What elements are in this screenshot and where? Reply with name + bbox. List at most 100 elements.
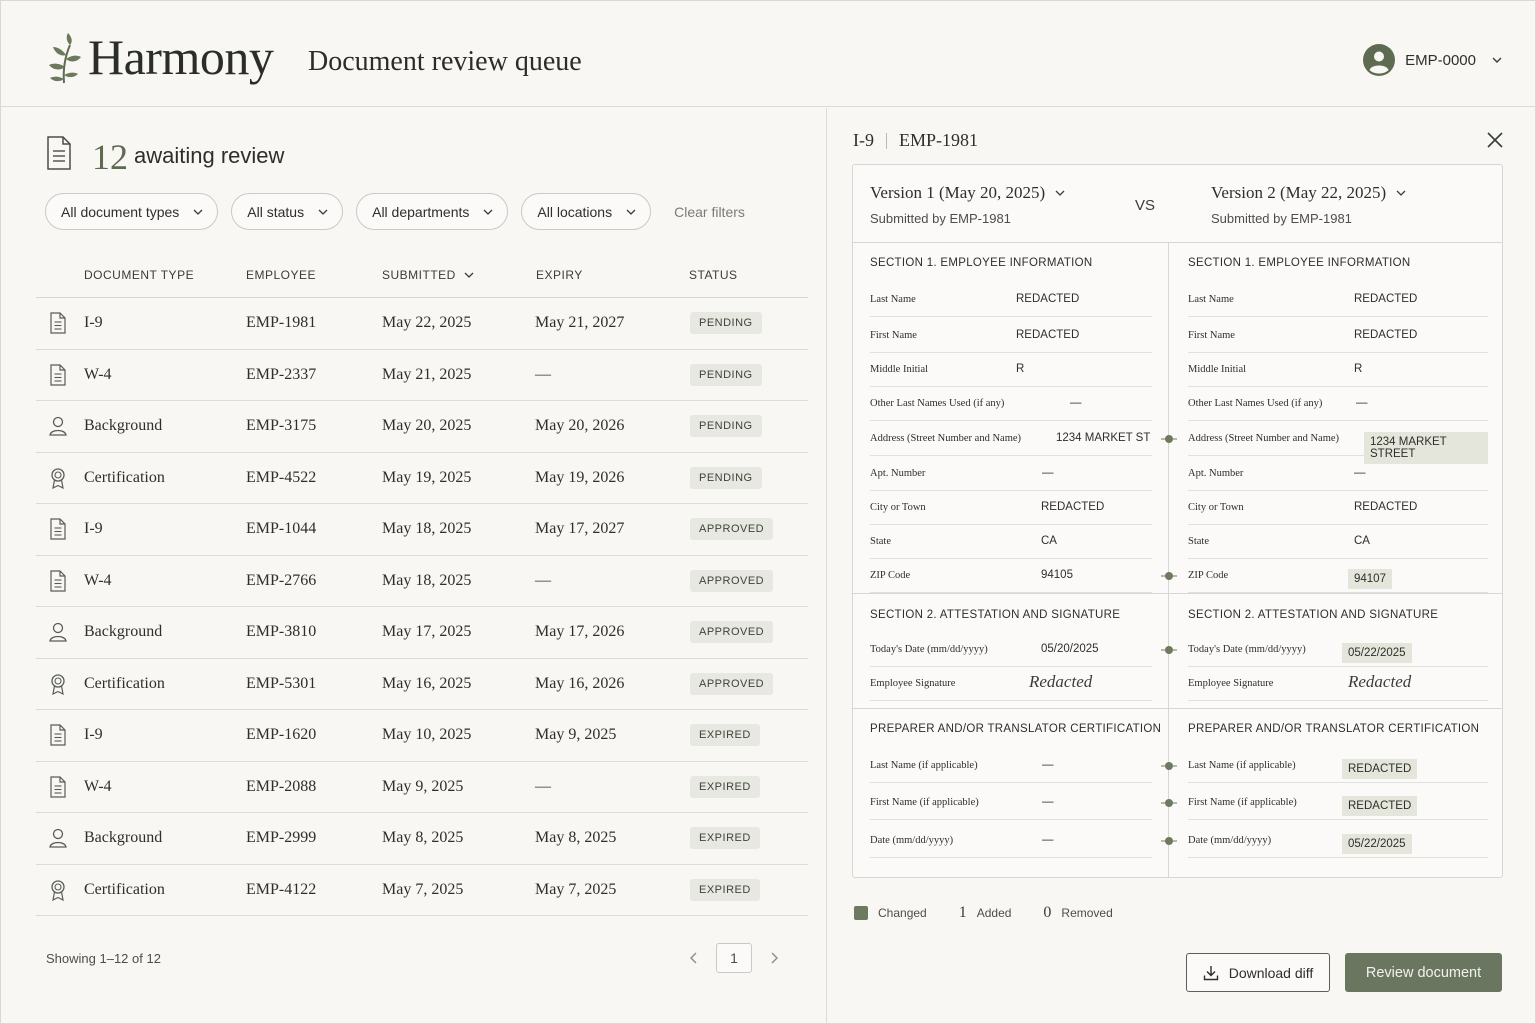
pagination-summary: Showing 1–12 of 12 — [46, 951, 161, 966]
field-label: Date (mm/dd/yyyy) — [1188, 835, 1272, 846]
column-employee[interactable]: EMPLOYEE — [246, 268, 317, 282]
person-icon — [48, 827, 68, 849]
table-row[interactable]: Certification EMP-4522 May 19, 2025 May 19,… — [36, 453, 808, 504]
right-version-selector[interactable]: Version 2 (May 22, 2025) Submitted by EM… — [1211, 183, 1406, 226]
page-number-button[interactable]: 1 — [716, 943, 752, 973]
award-icon — [48, 879, 68, 901]
sort-chevron-down-icon — [464, 272, 474, 278]
status-badge: PENDING — [690, 312, 762, 334]
document-icon — [48, 518, 68, 540]
cell-expiry: — — [535, 571, 551, 589]
column-status[interactable]: STATUS — [689, 268, 738, 282]
change-marker-icon — [1161, 572, 1177, 580]
left-field-value: REDACTED — [1016, 293, 1080, 305]
left-field-value: — — [1042, 759, 1054, 771]
column-submitted[interactable]: SUBMITTED — [382, 268, 474, 282]
awaiting-count: 12 — [92, 137, 128, 177]
right-field-row: State CA — [1188, 525, 1488, 559]
status-badge: EXPIRED — [690, 878, 760, 901]
right-version-submitter: Submitted by EMP-1981 — [1211, 211, 1352, 226]
field-label: Apt. Number — [870, 468, 926, 479]
left-field-row: Address (Street Number and Name) 1234 MAR… — [870, 422, 1152, 456]
legend-added-label: Added — [976, 906, 1012, 920]
right-field-value: 1234 MARKET STREET — [1364, 432, 1488, 464]
table-row[interactable]: I-9 EMP-1044 May 18, 2025 May 17, 2027 APPRO… — [36, 504, 808, 556]
right-field-row: Last Name REDACTED — [1188, 283, 1488, 317]
left-field-row: ZIP Code 94105 — [870, 559, 1152, 593]
cell-document-type: Certification — [84, 468, 165, 486]
review-queue-pane: 12 awaiting review All document types Al… — [0, 108, 827, 1024]
left-field-row: Apt. Number — — [870, 457, 1152, 491]
change-marker-icon — [1161, 435, 1177, 443]
table-row[interactable]: I-9 EMP-1620 May 10, 2025 May 9, 2025 EXPIRE… — [36, 710, 808, 762]
chevron-down-icon — [1396, 190, 1406, 196]
left-version-submitter: Submitted by EMP-1981 — [870, 211, 1011, 226]
status-badge: EXPIRED — [690, 827, 760, 849]
legend-removed-count: 0 — [1043, 904, 1052, 921]
diff-legend: Changed 1 Added 0 Removed — [854, 904, 1113, 922]
cell-expiry: May 20, 2026 — [535, 417, 625, 434]
section-divider — [853, 593, 1502, 594]
left-field-row: Employee Signature Redacted — [870, 667, 1152, 701]
award-icon — [48, 673, 68, 695]
status-badge: PENDING — [690, 415, 762, 437]
chevron-left-icon[interactable] — [686, 950, 702, 966]
table-row[interactable]: Background EMP-3175 May 20, 2025 May 20, 20… — [36, 401, 808, 453]
table-row[interactable]: I-9 EMP-1981 May 22, 2025 May 21, 2027 PENDI… — [36, 298, 808, 350]
left-section-title: PREPARER AND/OR TRANSLATOR CERTIFICATION — [870, 723, 1162, 735]
table-row[interactable]: Background EMP-2999 May 8, 2025 May 8, 2025… — [36, 813, 808, 865]
cell-expiry: May 7, 2025 — [535, 880, 617, 898]
legend-added-count: 1 — [958, 904, 967, 921]
filter-departments[interactable]: All departments — [356, 193, 509, 230]
chevron-down-icon — [1492, 57, 1502, 63]
right-field-row: Today's Date (mm/dd/yyyy) 05/22/2025 — [1188, 633, 1488, 667]
left-field-value: R — [1016, 363, 1025, 375]
chevron-right-icon[interactable] — [766, 950, 782, 966]
left-version-selector[interactable]: Version 1 (May 20, 2025) Submitted by EM… — [870, 183, 1065, 226]
right-field-row: First Name REDACTED — [1188, 319, 1488, 353]
table-row[interactable]: Certification EMP-5301 May 16, 2025 May 16,… — [36, 659, 808, 710]
cell-employee: EMP-2088 — [246, 777, 317, 795]
right-section-title: SECTION 1. EMPLOYEE INFORMATION — [1188, 257, 1411, 269]
right-field-value: 05/22/2025 — [1342, 834, 1412, 854]
left-field-row: Today's Date (mm/dd/yyyy) 05/20/2025 — [870, 633, 1152, 667]
left-section-title: SECTION 2. ATTESTATION AND SIGNATURE — [870, 609, 1121, 621]
document-icon — [48, 569, 68, 592]
cell-document-type: W-4 — [84, 365, 112, 383]
right-field-value: 94107 — [1348, 569, 1392, 589]
chevron-down-icon — [483, 209, 493, 215]
version-compare-card: Version 1 (May 20, 2025) Submitted by EM… — [852, 164, 1503, 878]
filter-locations[interactable]: All locations — [521, 193, 652, 230]
cell-employee: EMP-3810 — [246, 623, 317, 640]
table-row[interactable]: W-4 EMP-2766 May 18, 2025 — APPROVED — [36, 556, 808, 607]
review-table: DOCUMENT TYPE EMPLOYEE SUBMITTED EXPIRY … — [36, 258, 808, 916]
left-field-row: State CA — [870, 525, 1152, 559]
table-row[interactable]: Certification EMP-4122 May 7, 2025 May 7, 2… — [36, 865, 808, 916]
left-field-row: Last Name (if applicable) — — [870, 749, 1152, 783]
document-icon — [48, 363, 68, 386]
filter-document-types[interactable]: All document types — [45, 193, 219, 230]
left-field-value: — — [1042, 467, 1054, 479]
column-expiry[interactable]: EXPIRY — [536, 268, 583, 282]
table-row[interactable]: W-4 EMP-2088 May 9, 2025 — EXPIRED — [36, 762, 808, 813]
download-diff-button[interactable]: Download diff — [1186, 953, 1330, 992]
filter-status[interactable]: All status — [231, 193, 344, 230]
table-row[interactable]: Background EMP-3810 May 17, 2025 May 17, 20… — [36, 607, 808, 659]
cell-expiry: May 8, 2025 — [535, 829, 617, 846]
status-badge: PENDING — [690, 363, 762, 386]
column-document-type[interactable]: DOCUMENT TYPE — [84, 268, 195, 282]
chevron-down-icon — [626, 209, 636, 215]
table-row[interactable]: W-4 EMP-2337 May 21, 2025 — PENDING — [36, 350, 808, 401]
cell-document-type: Background — [84, 829, 163, 846]
user-menu[interactable]: EMP-0000 — [1363, 44, 1502, 76]
person-icon — [48, 415, 68, 437]
download-icon — [1203, 965, 1218, 980]
field-label: Middle Initial — [870, 364, 929, 375]
document-icon — [48, 775, 68, 798]
review-document-button[interactable]: Review document — [1345, 953, 1502, 992]
cell-document-type: W-4 — [84, 777, 112, 795]
clear-filters-link[interactable]: Clear filters — [674, 203, 745, 220]
close-icon[interactable] — [1486, 131, 1504, 149]
cell-employee: EMP-4122 — [246, 880, 317, 898]
left-field-row: Middle Initial R — [870, 353, 1152, 387]
